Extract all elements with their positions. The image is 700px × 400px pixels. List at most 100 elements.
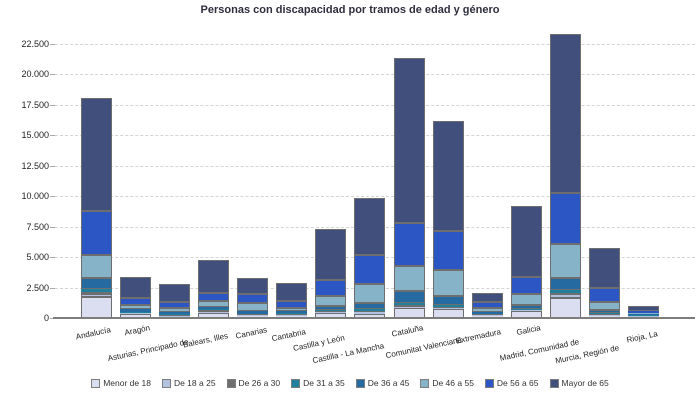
bar-segment[interactable]	[120, 308, 152, 312]
bar-segment[interactable]	[81, 294, 112, 298]
bar-segment[interactable]	[120, 297, 152, 305]
bar-segment[interactable]	[510, 305, 542, 309]
bar-segment[interactable]	[588, 248, 620, 288]
bar-segment[interactable]	[81, 211, 112, 255]
bar-segment[interactable]	[159, 314, 191, 315]
bar-segment[interactable]	[120, 313, 152, 315]
bar-segment[interactable]	[432, 304, 464, 307]
bar-segment[interactable]	[354, 255, 386, 285]
bar-segment[interactable]	[120, 276, 152, 298]
bar-segment[interactable]	[627, 305, 659, 312]
bar-segment[interactable]	[81, 291, 112, 295]
bar-segment[interactable]	[549, 290, 581, 293]
bar-segment[interactable]	[315, 295, 347, 306]
bar-segment[interactable]	[471, 315, 503, 318]
bar-segment[interactable]	[237, 313, 269, 315]
bar-segment[interactable]	[393, 290, 425, 303]
bar-segment[interactable]	[120, 311, 152, 313]
bar-segment[interactable]	[198, 311, 230, 313]
bar-segment[interactable]	[198, 306, 230, 309]
bar-segment[interactable]	[588, 314, 620, 316]
bar-segment[interactable]	[120, 304, 152, 309]
bar-segment[interactable]	[627, 311, 659, 313]
bar-segment[interactable]	[432, 230, 464, 271]
legend-item[interactable]: De 56 a 65	[484, 378, 539, 388]
bar-segment[interactable]	[198, 259, 230, 293]
legend-item[interactable]: De 46 a 55	[420, 378, 474, 388]
bar-segment[interactable]	[198, 309, 230, 312]
bar-segment[interactable]	[354, 309, 386, 311]
legend-item[interactable]: De 26 a 30	[226, 378, 280, 388]
bar-segment[interactable]	[549, 33, 581, 193]
bar-segment[interactable]	[627, 315, 659, 317]
bar-segment[interactable]	[354, 284, 386, 303]
bar-segment[interactable]	[510, 276, 542, 295]
bar-segment[interactable]	[354, 312, 386, 314]
bar-segment[interactable]	[276, 310, 308, 314]
bar-segment[interactable]	[237, 302, 269, 312]
bar-segment[interactable]	[81, 278, 112, 290]
bar-segment[interactable]	[510, 206, 542, 277]
bar-segment[interactable]	[237, 315, 269, 316]
bar-segment[interactable]	[393, 302, 425, 305]
bar-segment[interactable]	[315, 310, 347, 312]
bar-segment[interactable]	[393, 265, 425, 291]
bar-segment[interactable]	[588, 310, 620, 314]
bar-segment[interactable]	[432, 307, 464, 309]
legend-item[interactable]: De 36 a 45	[355, 378, 409, 388]
bar-segment[interactable]	[315, 280, 347, 296]
bar-segment[interactable]	[588, 313, 620, 315]
legend-item[interactable]: Mayor de 65	[549, 378, 609, 388]
bar-segment[interactable]	[627, 316, 659, 318]
bar-segment[interactable]	[81, 297, 112, 318]
bar-segment[interactable]	[471, 315, 503, 316]
bar-segment[interactable]	[510, 309, 542, 311]
bar-segment[interactable]	[237, 314, 269, 316]
bar-segment[interactable]	[354, 302, 386, 310]
bar-segment[interactable]	[198, 301, 230, 307]
bar-segment[interactable]	[588, 302, 620, 311]
bar-segment[interactable]	[315, 305, 347, 310]
bar-segment[interactable]	[549, 243, 581, 279]
bar-segment[interactable]	[588, 313, 620, 314]
bar-segment[interactable]	[588, 315, 620, 318]
bar-segment[interactable]	[198, 308, 230, 310]
bar-segment[interactable]	[510, 308, 542, 310]
legend-item[interactable]: De 31 a 35	[291, 378, 345, 388]
bar-segment[interactable]	[549, 294, 581, 298]
legend-item[interactable]: Menor de 18	[91, 378, 151, 388]
bar-segment[interactable]	[276, 314, 308, 316]
bar-segment[interactable]	[276, 313, 308, 315]
bar-segment[interactable]	[588, 287, 620, 303]
bar-segment[interactable]	[471, 301, 503, 308]
bar-segment[interactable]	[471, 313, 503, 315]
bar-segment[interactable]	[159, 301, 191, 309]
bar-segment[interactable]	[432, 295, 464, 305]
legend-item[interactable]: De 18 a 25	[161, 378, 216, 388]
bar-segment[interactable]	[393, 306, 425, 309]
bar-segment[interactable]	[276, 300, 308, 308]
bar-segment[interactable]	[159, 314, 191, 316]
bar-segment[interactable]	[120, 312, 152, 314]
bar-segment[interactable]	[315, 311, 347, 313]
bar-segment[interactable]	[393, 57, 425, 223]
bar-segment[interactable]	[237, 294, 269, 303]
bar-segment[interactable]	[354, 310, 386, 313]
bar-segment[interactable]	[237, 315, 269, 318]
bar-segment[interactable]	[81, 97, 112, 212]
bar-segment[interactable]	[510, 310, 542, 312]
bar-segment[interactable]	[276, 313, 308, 314]
bar-segment[interactable]	[81, 289, 112, 292]
bar-segment[interactable]	[159, 308, 191, 313]
bar-segment[interactable]	[549, 278, 581, 291]
bar-segment[interactable]	[315, 310, 347, 311]
bar-segment[interactable]	[432, 270, 464, 296]
bar-segment[interactable]	[549, 292, 581, 295]
bar-segment[interactable]	[276, 282, 308, 301]
bar-segment[interactable]	[159, 312, 191, 315]
bar-segment[interactable]	[81, 254, 112, 279]
bar-segment[interactable]	[627, 314, 659, 315]
bar-segment[interactable]	[159, 284, 191, 302]
bar-segment[interactable]	[627, 312, 659, 315]
bar-segment[interactable]	[159, 315, 191, 317]
